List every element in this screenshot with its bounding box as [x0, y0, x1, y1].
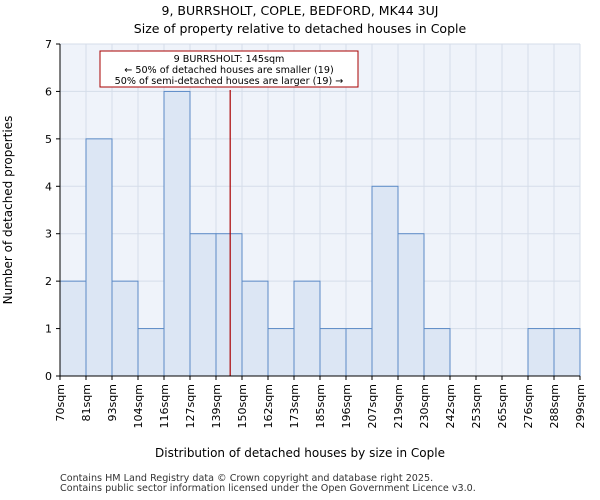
x-tick-label: 162sqm: [262, 384, 275, 428]
x-tick-label: 299sqm: [574, 384, 587, 428]
y-tick-label: 7: [45, 38, 52, 51]
bar-219sqm: [397, 233, 425, 377]
x-tick-label: 93sqm: [106, 384, 119, 421]
y-tick-label: 6: [45, 85, 52, 98]
annotation-line1: 9 BURRSHOLT: 145sqm: [174, 54, 285, 65]
x-tick-label: 230sqm: [418, 384, 431, 428]
bar-93sqm: [111, 280, 139, 377]
y-tick-label: 5: [45, 133, 52, 146]
y-tick-label: 2: [45, 275, 52, 288]
bar-276sqm: [527, 328, 555, 377]
x-tick-labels: 70sqm 81sqm 93sqm 104sqm 116sqm 127sqm 139sqm 1…: [54, 384, 587, 428]
bar-139sqm: [215, 233, 243, 377]
annotation-line2: ← 50% of detached houses are smaller (19…: [124, 65, 333, 76]
annotation-line3: 50% of semi-detached houses are larger (…: [115, 76, 344, 87]
axes: [56, 43, 581, 380]
x-axis-label: Distribution of detached houses by size …: [155, 446, 445, 460]
bar-81sqm: [85, 138, 113, 377]
bar-185sqm: [319, 328, 347, 377]
chart-title: 9, BURRSHOLT, COPLE, BEDFORD, MK44 3UJ: [162, 3, 439, 18]
y-axis-label: Number of detached properties: [1, 116, 15, 305]
x-tick-label: 70sqm: [54, 384, 67, 421]
bar-150sqm: [241, 280, 269, 377]
x-tick-label: 196sqm: [340, 384, 353, 428]
y-tick-label: 1: [45, 323, 52, 336]
bar-116sqm: [163, 90, 191, 377]
x-tick-label: 173sqm: [288, 384, 301, 428]
x-tick-label: 139sqm: [210, 384, 223, 428]
x-tick-label: 219sqm: [392, 384, 405, 428]
bar-196sqm: [345, 328, 373, 377]
x-tick-label: 253sqm: [470, 384, 483, 428]
footer-line-2: Contains public sector information licen…: [60, 483, 476, 494]
bar-104sqm: [137, 328, 165, 377]
y-tick-label: 3: [45, 228, 52, 241]
x-tick-label: 116sqm: [158, 384, 171, 428]
x-tick-label: 81sqm: [80, 384, 93, 421]
annotation-box: 9 BURRSHOLT: 145sqm ← 50% of detached ho…: [99, 50, 359, 88]
bar-127sqm: [189, 233, 217, 377]
bars: [59, 90, 581, 377]
x-tick-label: 104sqm: [132, 384, 145, 428]
x-tick-label: 127sqm: [184, 384, 197, 428]
y-tick-label: 4: [45, 180, 52, 193]
bar-70sqm: [59, 280, 87, 377]
bar-288sqm: [553, 328, 581, 377]
x-tick-label: 288sqm: [548, 384, 561, 428]
x-tick-label: 265sqm: [496, 384, 509, 428]
bar-230sqm: [423, 328, 451, 377]
y-tick-label: 0: [45, 370, 52, 383]
x-tick-label: 276sqm: [522, 384, 535, 428]
bar-162sqm: [267, 328, 295, 377]
bar-173sqm: [293, 280, 321, 377]
y-tick-labels: 0 1 2 3 4 5 6 7: [45, 38, 52, 383]
x-tick-label: 242sqm: [444, 384, 457, 428]
chart-subtitle: Size of property relative to detached ho…: [134, 21, 467, 36]
x-tick-label: 207sqm: [366, 384, 379, 428]
annotation-frame: [99, 50, 359, 88]
bar-207sqm: [371, 185, 399, 377]
x-tick-label: 150sqm: [236, 384, 249, 428]
footer-line-1: Contains HM Land Registry data © Crown c…: [60, 473, 434, 484]
x-tick-label: 185sqm: [314, 384, 327, 428]
